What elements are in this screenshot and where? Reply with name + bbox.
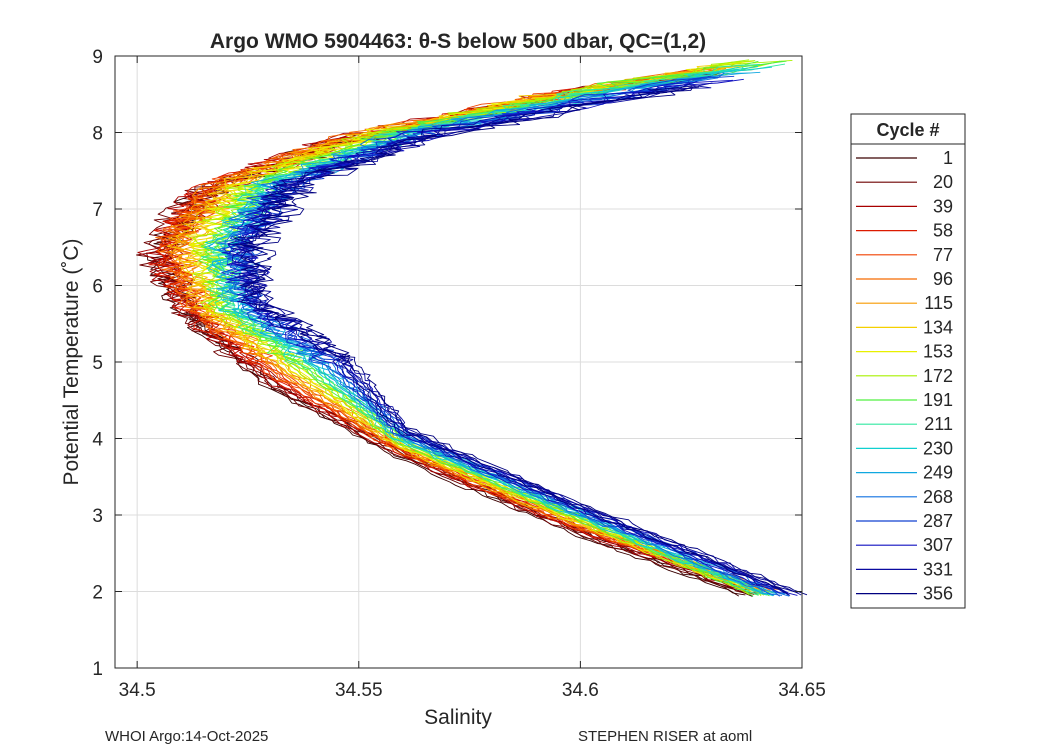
legend-label: 1 xyxy=(943,148,953,168)
legend-label: 134 xyxy=(923,317,953,337)
y-axis-label: Potential Temperature (˚C) xyxy=(60,238,83,485)
y-tick-label: 8 xyxy=(92,124,103,145)
profile-line-cycle-356 xyxy=(240,85,799,594)
grid-lines xyxy=(115,55,803,669)
x-tick-label: 34.6 xyxy=(562,680,599,701)
y-tick-label: 3 xyxy=(92,506,103,527)
legend-label: 356 xyxy=(923,584,953,604)
profile-line-cycle-96 xyxy=(159,68,771,591)
legend-label: 287 xyxy=(923,511,953,531)
y-tick-label: 6 xyxy=(92,277,103,298)
y-tick-label: 2 xyxy=(92,583,103,604)
profile-line-cycle-115 xyxy=(180,66,775,592)
chart-title: Argo WMO 5904463: θ-S below 500 dbar, QC… xyxy=(210,30,706,53)
x-tick-label: 34.65 xyxy=(778,680,826,701)
profile-line-cycle-191 xyxy=(198,60,759,597)
y-tick-label: 5 xyxy=(92,353,103,374)
legend-label: 115 xyxy=(924,293,953,313)
profile-line-cycle-172 xyxy=(192,60,756,596)
footer-left: WHOI Argo:14-Oct-2025 xyxy=(105,728,268,745)
legend-label: 230 xyxy=(923,438,953,458)
y-tick-label: 9 xyxy=(92,47,103,68)
legend-label: 268 xyxy=(923,487,953,507)
legend-label: 77 xyxy=(933,245,953,265)
profile-line-cycle-331 xyxy=(231,82,791,596)
legend-label: 331 xyxy=(923,559,953,579)
legend-items: 1 20 39 58 77 96 115 134 153 172 191 211 230 249 268 28… xyxy=(856,148,953,604)
legend-label: 58 xyxy=(933,221,953,241)
legend-label: 211 xyxy=(924,414,953,434)
profile-lines xyxy=(136,59,808,597)
legend-label: 249 xyxy=(923,463,953,483)
profile-line-cycle-287 xyxy=(221,75,780,597)
y-tick-label: 7 xyxy=(92,200,103,221)
legend-label: 153 xyxy=(923,342,953,362)
legend-label: 39 xyxy=(933,196,953,216)
legend-box xyxy=(850,113,966,609)
legend-label: 191 xyxy=(923,390,953,410)
legend-title: Cycle # xyxy=(876,120,939,140)
profile-line-cycle-77 xyxy=(157,67,764,592)
x-tick-label: 34.55 xyxy=(335,680,383,701)
profile-line-cycle-331 xyxy=(241,84,802,596)
x-tick-label: 34.5 xyxy=(119,680,156,701)
legend-label: 20 xyxy=(933,172,953,192)
legend-label: 307 xyxy=(923,535,953,555)
profile-line-cycle-356 xyxy=(242,86,808,596)
axis-ticks: 34.5 34.55 34.6 34.65 1 2 3 4 5 6 7 8 9 xyxy=(92,47,825,701)
legend-label: 172 xyxy=(923,366,953,386)
y-tick-label: 4 xyxy=(92,430,103,451)
footer-right: STEPHEN RISER at aoml xyxy=(578,728,752,745)
legend-label: 96 xyxy=(933,269,953,289)
legend: Cycle # 1 20 39 58 77 96 115 134 153 172 191 211 230… xyxy=(850,113,966,609)
x-axis-label: Salinity xyxy=(424,706,492,729)
y-tick-label: 1 xyxy=(92,659,103,680)
